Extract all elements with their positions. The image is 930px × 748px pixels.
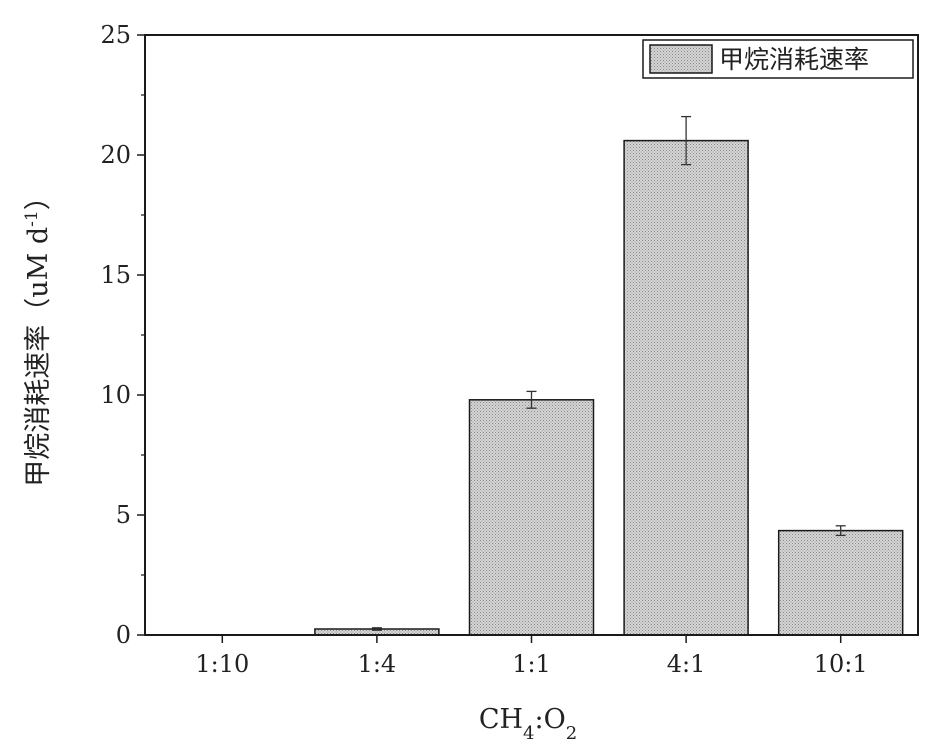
error-bars-layer xyxy=(372,117,846,631)
y-axis-label-close: ） xyxy=(23,183,54,210)
x-axis-label: CH4:O2 xyxy=(479,704,577,744)
y-tick-label-3: 15 xyxy=(100,261,131,289)
x-tick-label-2: 1:4 xyxy=(358,650,397,678)
y-tick-label-0: 0 xyxy=(116,621,131,649)
bar-5 xyxy=(779,531,903,635)
x-tick-label-5: 10:1 xyxy=(814,650,868,678)
y-tick-label-4: 20 xyxy=(100,141,131,169)
x-axis-ticks: 1:10 1:4 1:1 4:1 10:1 xyxy=(195,635,867,678)
x-tick-label-4: 4:1 xyxy=(667,650,706,678)
bar-3 xyxy=(470,400,594,635)
y-axis-label-sup: -1 xyxy=(22,210,42,227)
y-tick-label-2: 10 xyxy=(100,381,131,409)
y-axis-ticks: 0 5 10 15 20 25 xyxy=(100,21,145,649)
y-tick-label-1: 5 xyxy=(116,501,131,529)
legend: 甲烷消耗速率 xyxy=(643,40,913,78)
y-axis-label-main: 甲烷消耗速率（uM d xyxy=(23,227,54,487)
legend-swatch xyxy=(650,45,712,73)
x-axis-label-sep: : xyxy=(534,704,543,735)
x-axis-label-a-sub: 4 xyxy=(523,723,534,744)
x-axis-label-a: CH xyxy=(479,704,523,735)
y-tick-label-5: 25 xyxy=(100,21,131,49)
legend-label: 甲烷消耗速率 xyxy=(719,45,869,74)
x-axis-label-b: O xyxy=(544,704,566,735)
x-tick-label-1: 1:10 xyxy=(195,650,249,678)
y-axis-label: 甲烷消耗速率（uM d-1） xyxy=(22,183,54,486)
x-axis-label-b-sub: 2 xyxy=(566,723,577,744)
bar-4 xyxy=(624,141,748,635)
x-tick-label-3: 1:1 xyxy=(512,650,551,678)
bars-layer xyxy=(315,141,903,635)
